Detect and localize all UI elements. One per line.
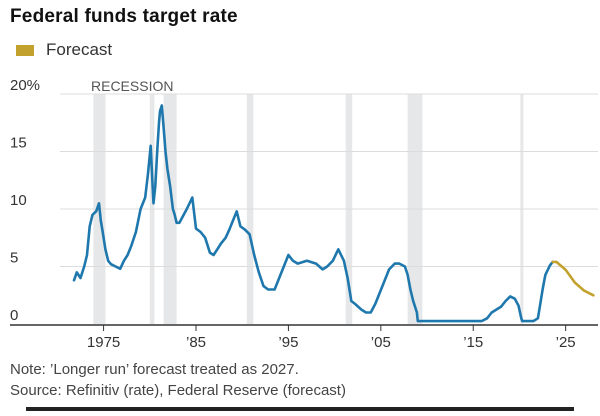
y-tick-label-10: 10	[10, 192, 27, 209]
y-tick-label-20: 20%	[10, 77, 40, 94]
recession-label: RECESSION	[91, 78, 173, 94]
line-chart: RECESSION 0 5 10 15 20% 1975 ’85 ’95 ’05 ’15 ’25	[10, 77, 598, 351]
rate-series-line	[72, 104, 555, 323]
chart-source: Source: Refinitiv (rate), Federal Reserv…	[10, 382, 346, 399]
chart-title: Federal funds target rate	[10, 6, 238, 27]
x-tick-label-1995: ’95	[278, 334, 298, 351]
x-tick-label-2015: ’15	[463, 334, 483, 351]
x-tick-label-1985: ’85	[186, 334, 206, 351]
legend: Forecast	[16, 40, 112, 60]
bottom-divider	[26, 407, 574, 411]
y-tick-label-0: 0	[10, 307, 18, 324]
y-tick-label-5: 5	[10, 250, 18, 267]
forecast-series-line	[551, 260, 595, 297]
y-tick-label-15: 15	[10, 135, 27, 152]
chart-note: Note: ’Longer run’ forecast treated as 2…	[10, 361, 299, 378]
x-tick-label-1975: 1975	[87, 334, 120, 351]
x-tick-label-2005: ’05	[371, 334, 391, 351]
forecast-legend-label: Forecast	[46, 40, 113, 59]
x-tick-label-2025: ’25	[556, 334, 576, 351]
forecast-legend-swatch	[16, 44, 34, 56]
